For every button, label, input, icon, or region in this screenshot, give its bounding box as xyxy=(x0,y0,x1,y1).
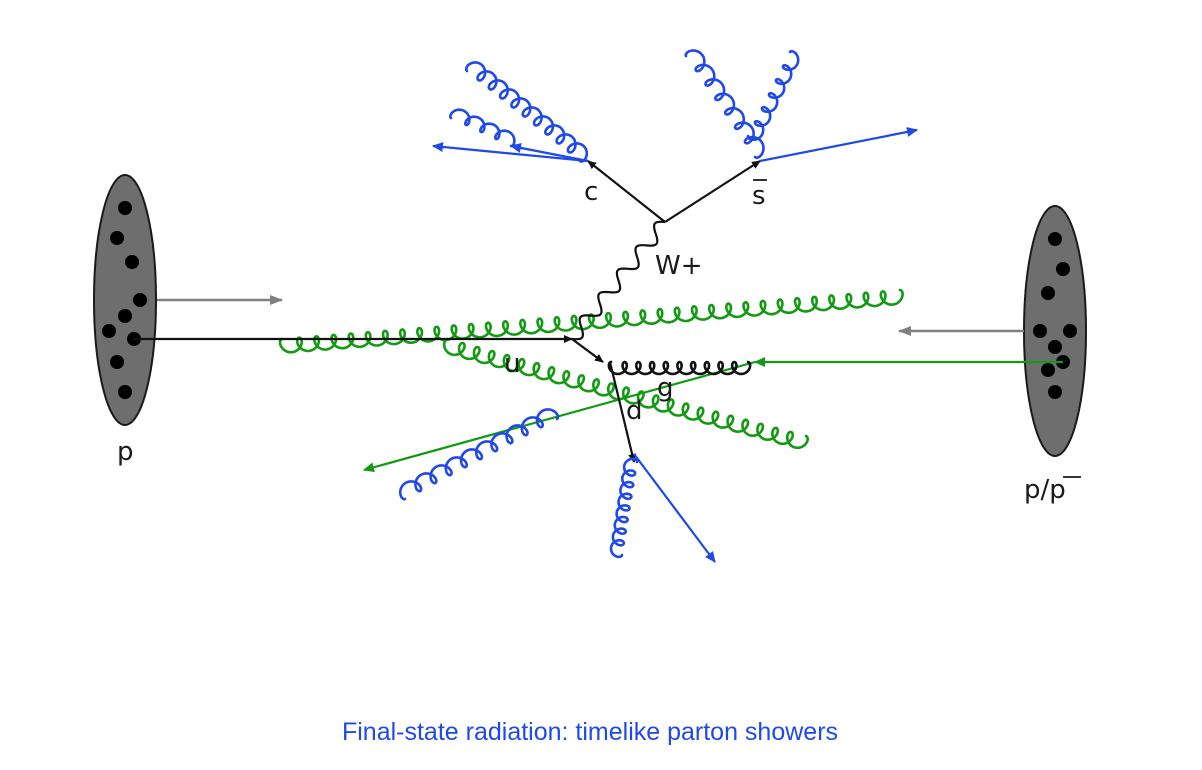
proton-left-body xyxy=(93,174,157,426)
proton-left-partons xyxy=(102,201,147,399)
w-boson-propagator xyxy=(571,220,666,341)
d-quark-line-1 xyxy=(571,338,604,363)
proton-right xyxy=(1023,205,1087,457)
sbar-quark-line xyxy=(664,160,761,223)
green-radiated-quark-line xyxy=(363,360,756,473)
label-quark-sbar: s xyxy=(752,181,766,211)
label-quark-c: c xyxy=(584,177,598,207)
label-proton-right: p/p xyxy=(1024,475,1066,505)
isr-gluon-2 xyxy=(442,337,809,450)
proton-right-partons xyxy=(1033,232,1077,399)
fsr-d-quark-line xyxy=(633,453,716,563)
label-w-boson: W+ xyxy=(655,251,703,281)
fsr-gluon-sbar-2 xyxy=(746,49,800,141)
c-quark-line xyxy=(587,160,666,223)
fsr-sbar-quark-line xyxy=(759,127,918,163)
d-quark-line-2 xyxy=(608,361,637,463)
outgoing-gluon-g xyxy=(607,360,752,376)
label-quark-u: u xyxy=(504,349,520,379)
fsr-c-quark-line xyxy=(432,141,589,163)
label-quark-d: d xyxy=(626,396,643,426)
fsr-gluon-c-1 xyxy=(464,61,589,163)
fsr-c-quark-arrow xyxy=(510,143,589,163)
isr-gluon-1 xyxy=(278,288,904,354)
fsr-gluon-d xyxy=(609,457,639,559)
proton-left xyxy=(93,174,157,426)
label-gluon-g: g xyxy=(657,373,674,403)
label-proton-left: p xyxy=(117,437,134,467)
fsr-gluon-c-2 xyxy=(449,108,516,148)
diagram-caption: Final-state radiation: timelike parton s… xyxy=(342,718,838,746)
fsr-gluon-green-quark xyxy=(398,408,560,501)
fsr-gluon-sbar-1 xyxy=(684,49,765,159)
